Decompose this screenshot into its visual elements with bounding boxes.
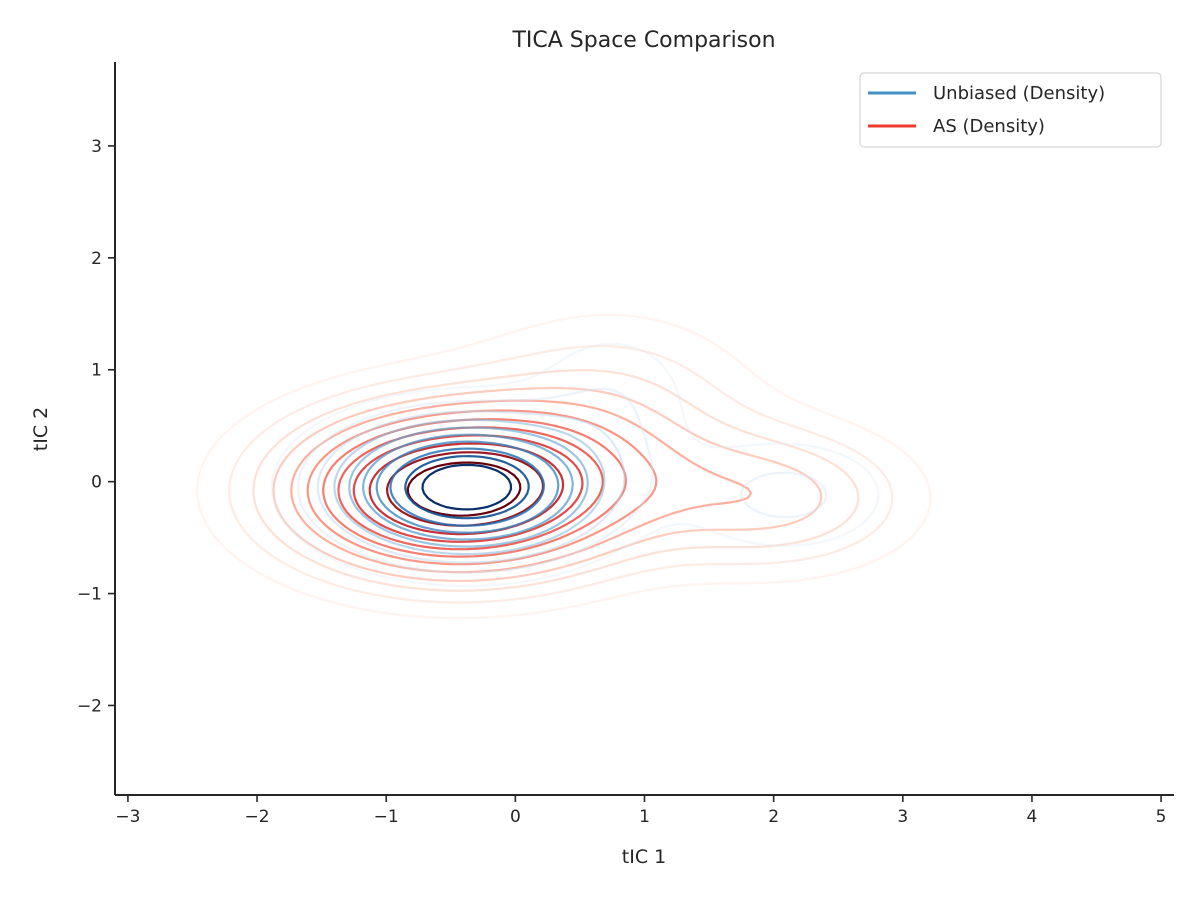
as-density-contour (306, 409, 658, 566)
axes: −3 −2 −1 0 1 2 3 4 5 −2 −1 0 1 2 3 (77, 62, 1174, 827)
as-density-contour (252, 369, 860, 592)
y-tick-label: −2 (77, 696, 102, 716)
x-tick-label: −1 (374, 807, 399, 827)
legend-frame (859, 72, 1162, 148)
y-tick-label: 1 (91, 361, 102, 381)
x-ticks: −3 −2 −1 0 1 2 3 4 5 (115, 795, 1166, 827)
x-tick-label: 4 (1027, 807, 1038, 827)
x-tick-label: −3 (115, 807, 140, 827)
x-tick-label: −2 (245, 807, 270, 827)
legend-label-as: AS (Density) (933, 116, 1045, 137)
chart-title: TICA Space Comparison (511, 28, 775, 53)
unbiased-density-contour (404, 455, 530, 520)
unbiased-density-contour (270, 342, 880, 588)
as-density-contour (196, 313, 932, 620)
unbiased-density-contour (316, 410, 626, 564)
unbiased-density-contour (362, 433, 574, 541)
as-density-contour (272, 386, 823, 582)
as-density-contour (406, 461, 522, 517)
legend: Unbiased (Density) AS (Density) (859, 72, 1162, 148)
unbiased-density-contour (296, 387, 828, 574)
x-axis-label: tIC 1 (622, 846, 666, 868)
unbiased-density-contour (389, 447, 545, 527)
y-tick-label: 2 (91, 249, 102, 269)
as-density-contour (290, 399, 753, 574)
unbiased-density-contour (375, 440, 560, 534)
x-tick-label: 1 (639, 807, 650, 827)
unbiased-density-contour (333, 418, 606, 556)
y-tick-label: 0 (91, 473, 102, 493)
x-tick-label: 5 (1156, 807, 1167, 827)
unbiased-density-contour (348, 426, 589, 548)
y-axis-label: tIC 2 (30, 407, 52, 451)
as-density-contour (352, 434, 584, 543)
as-density-contour (322, 418, 627, 558)
x-tick-label: 2 (768, 807, 779, 827)
contour-layer (196, 313, 932, 620)
unbiased-density-contour (421, 463, 513, 511)
y-tick-label: −1 (77, 585, 102, 605)
y-tick-label: 3 (91, 137, 102, 157)
x-tick-label: 3 (897, 807, 908, 827)
x-tick-label: 0 (510, 807, 521, 827)
as-density-contour (228, 344, 894, 604)
y-ticks: −2 −1 0 1 2 3 (77, 137, 115, 716)
legend-label-unbiased: Unbiased (Density) (933, 83, 1105, 104)
